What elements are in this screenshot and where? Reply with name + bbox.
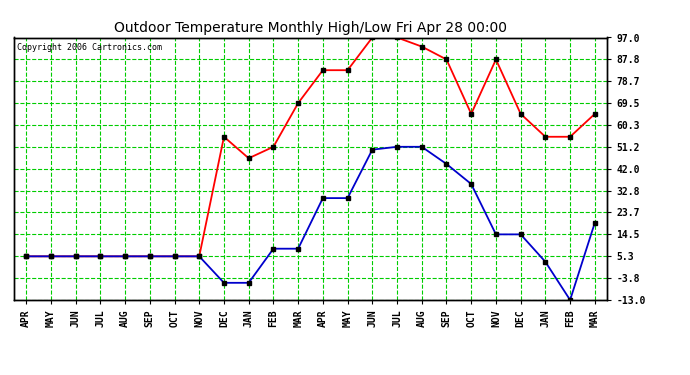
Text: Copyright 2006 Cartronics.com: Copyright 2006 Cartronics.com [17,43,161,52]
Title: Outdoor Temperature Monthly High/Low Fri Apr 28 00:00: Outdoor Temperature Monthly High/Low Fri… [114,21,507,35]
